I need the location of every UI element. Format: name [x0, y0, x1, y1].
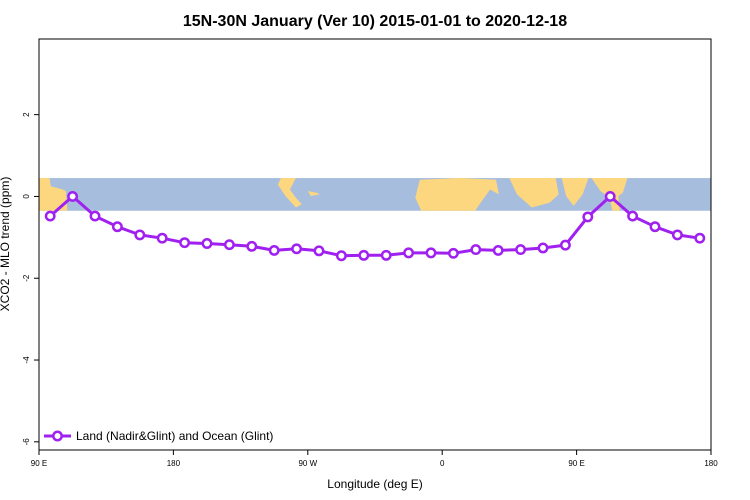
data-point	[515, 244, 527, 256]
data-point	[44, 210, 56, 222]
data-point	[604, 190, 616, 202]
y-axis: 2 0 -2 -4 -6	[22, 112, 39, 446]
data-point	[134, 229, 146, 241]
cuba-island	[307, 191, 320, 196]
africa-land	[415, 178, 499, 211]
data-point	[179, 237, 191, 249]
x-tick-label: 90 E	[568, 459, 584, 468]
series-line	[44, 190, 706, 262]
data-point	[403, 247, 415, 259]
data-point	[380, 249, 392, 261]
y-tick-label: -2	[22, 274, 31, 282]
data-point	[111, 221, 123, 233]
data-point	[537, 242, 549, 254]
data-point	[335, 250, 347, 262]
data-point	[67, 190, 79, 202]
data-point	[425, 247, 437, 259]
data-point	[291, 243, 303, 255]
data-point	[447, 247, 459, 259]
x-tick-label: 180	[704, 459, 718, 468]
legend: Land (Nadir&Glint) and Ocean (Glint)	[44, 429, 273, 443]
data-point	[649, 221, 661, 233]
asia-land-left	[39, 178, 68, 211]
x-tick-label: 180	[167, 459, 181, 468]
data-point	[223, 239, 235, 251]
data-point	[492, 244, 504, 256]
data-point	[627, 210, 639, 222]
y-axis-label: XCO2 - MLO trend (ppm)	[0, 177, 12, 312]
data-point	[268, 244, 280, 256]
mexico-land	[277, 178, 302, 208]
x-tick-label: 90 W	[298, 459, 317, 468]
data-point	[89, 210, 101, 222]
data-point	[313, 245, 325, 257]
plot-frame	[38, 38, 712, 451]
y-tick-label: -4	[22, 356, 31, 364]
data-point	[156, 232, 168, 244]
x-axis-label: Longitude (deg E)	[327, 477, 422, 491]
data-point	[246, 240, 258, 252]
x-tick-label: 0	[440, 459, 445, 468]
data-point	[582, 211, 594, 223]
x-axis: 90 E 180 90 W 0 90 E 180	[31, 450, 718, 468]
y-tick-label: 0	[22, 194, 31, 199]
data-point	[671, 229, 683, 241]
x-tick-label: 90 E	[31, 459, 47, 468]
legend-label: Land (Nadir&Glint) and Ocean (Glint)	[76, 429, 273, 443]
chart-title: 15N-30N January (Ver 10) 2015-01-01 to 2…	[183, 13, 567, 30]
india-land	[561, 178, 589, 206]
y-tick-label: -6	[22, 438, 31, 446]
data-point	[694, 232, 706, 244]
arabia-land	[509, 178, 559, 208]
legend-marker	[52, 430, 63, 442]
data-point	[559, 239, 571, 251]
data-point	[358, 249, 370, 261]
data-point	[201, 238, 213, 249]
data-point	[470, 244, 482, 256]
y-tick-label: 2	[22, 112, 31, 117]
